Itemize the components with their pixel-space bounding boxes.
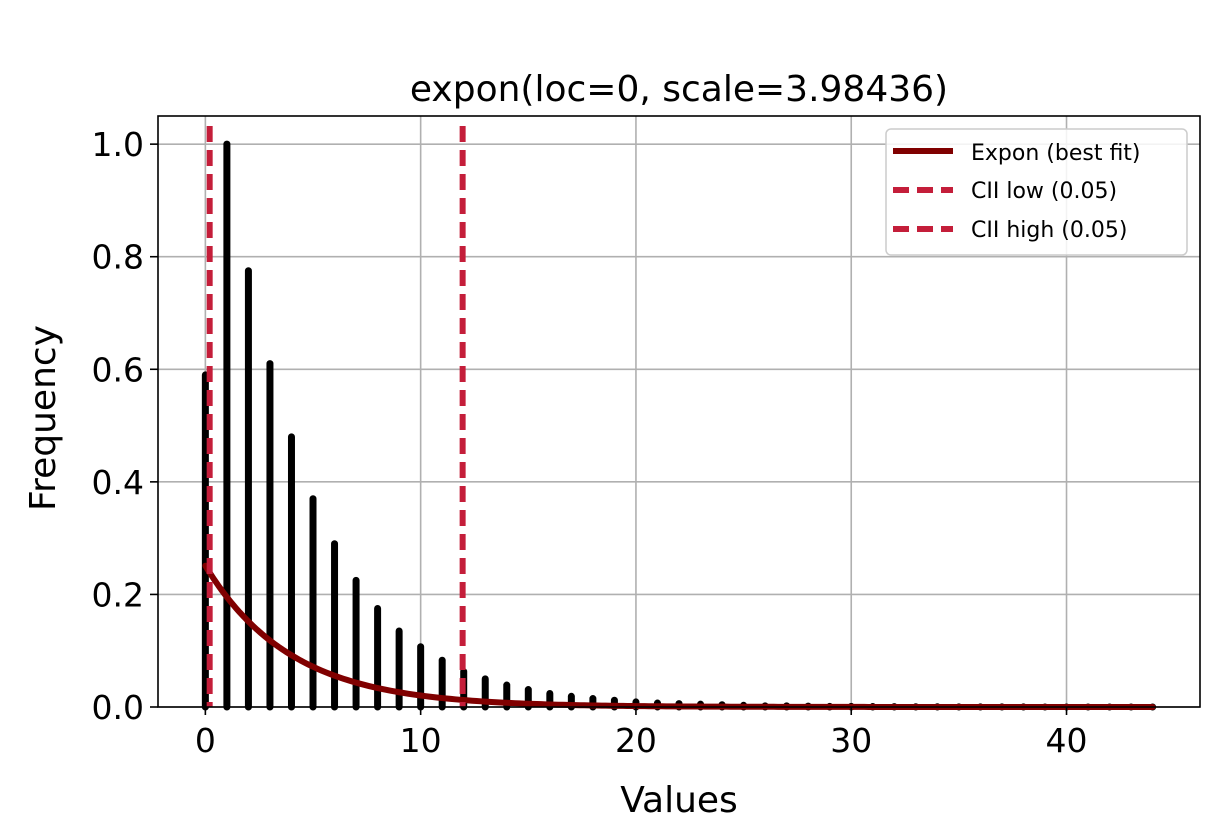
y-tick-label: 0.6: [92, 350, 144, 389]
y-tick-label: 0.2: [92, 575, 144, 614]
legend: Expon (best fit) CII low (0.05) CII high…: [885, 128, 1188, 256]
chart-title: expon(loc=0, scale=3.98436): [410, 69, 948, 110]
ci-lines-group: [206, 126, 466, 707]
y-tick-label: 0.0: [92, 688, 144, 727]
legend-box: [885, 128, 1188, 256]
y-tick-label: 1.0: [92, 125, 144, 164]
legend-label-fit: Expon (best fit): [971, 141, 1141, 166]
y-axis-label: Frequency: [23, 325, 64, 511]
x-axis-label: Values: [620, 780, 738, 821]
y-tick-label: 0.8: [92, 238, 144, 277]
y-tick-label: 0.4: [92, 463, 144, 502]
axes-frame: [157, 115, 1201, 708]
x-tick-label: 40: [1046, 721, 1088, 760]
x-tick-label: 0: [195, 721, 216, 760]
bars: [201, 140, 1157, 711]
ticks: 0 10 20 30 40 0.0 0.2 0.4 0.6 0.8 1.0: [92, 125, 1088, 760]
x-tick-label: 20: [615, 721, 657, 760]
x-tick-label: 10: [400, 721, 442, 760]
legend-label-ci-high: CII high (0.05): [971, 218, 1127, 243]
legend-label-ci-low: CII low (0.05): [971, 179, 1117, 204]
x-tick-label: 30: [830, 721, 872, 760]
